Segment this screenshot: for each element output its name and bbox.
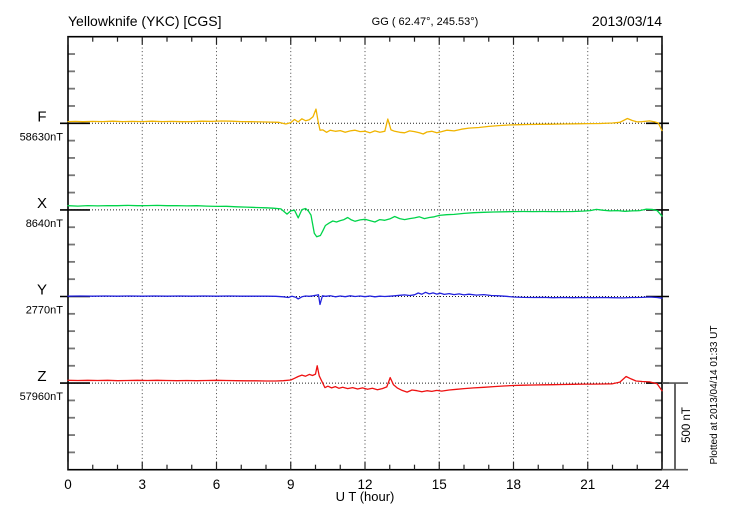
series-baseline-value-Y: 2770nT [26, 305, 64, 317]
x-tick-label-3: 3 [138, 477, 146, 492]
x-tick-label-0: 0 [64, 477, 72, 492]
series-baseline-value-Z: 57960nT [20, 391, 64, 403]
plotted-at-note: Plotted at 2013/04/14 01:33 UT [709, 326, 720, 465]
series-letter-F: F [37, 108, 46, 125]
x-tick-label-12: 12 [357, 477, 372, 492]
scale-bar [662, 382, 688, 471]
x-tick-label-6: 6 [213, 477, 221, 492]
trace-F [67, 108, 663, 135]
series-baseline-value-F: 58630nT [20, 131, 64, 143]
trace-Y [67, 291, 663, 306]
x-tick-label-9: 9 [287, 477, 295, 492]
trace-Z [67, 365, 663, 393]
station-title: Yellowknife (YKC) [CGS] [68, 13, 222, 29]
x-tick-label-21: 21 [580, 477, 595, 492]
trace-X [67, 204, 663, 238]
plot-date: 2013/03/14 [592, 13, 662, 29]
chart-layer: F 58630nT X 8640nT Y 2770nT Z 57960nT 0 3 6 9 12 15 18… [20, 35, 670, 492]
gg-coordinates: GG ( 62.47°, 245.53°) [372, 16, 479, 28]
series-letter-Y: Y [37, 282, 47, 299]
scale-bar-label: 500 nT [681, 407, 693, 443]
series-letter-Z: Z [37, 368, 46, 385]
x-tick-label-15: 15 [432, 477, 447, 492]
x-tick-label-24: 24 [654, 477, 670, 492]
x-axis-label: U T (hour) [336, 489, 395, 504]
x-tick-label-18: 18 [506, 477, 521, 492]
series-baseline-value-X: 8640nT [26, 218, 64, 230]
series-letter-X: X [37, 195, 47, 212]
